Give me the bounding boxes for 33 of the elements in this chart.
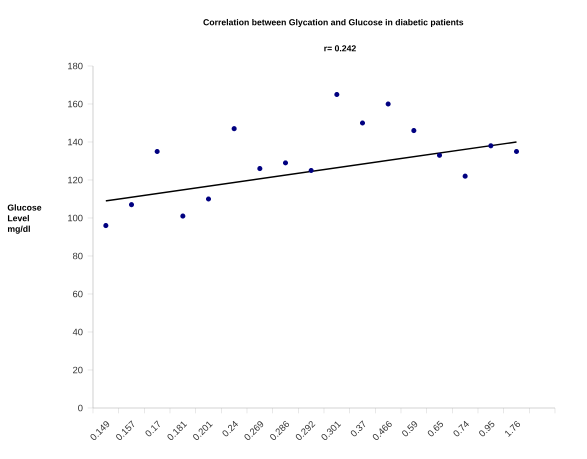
y-tick-label: 80 <box>72 252 83 260</box>
chart-title: Correlation between Glycation and Glucose in diabetic patients <box>203 18 464 28</box>
point <box>386 101 391 107</box>
point <box>206 196 212 202</box>
point <box>128 202 134 208</box>
point <box>154 148 160 154</box>
point <box>436 152 442 158</box>
chart-subtitle: r= 0.242 <box>324 45 356 52</box>
y-tick-label: 100 <box>68 214 83 222</box>
x-tick-label: 0.59 <box>402 421 418 436</box>
point <box>282 160 288 166</box>
point <box>411 128 416 134</box>
y-tick-label: 20 <box>73 366 83 374</box>
x-tick-label: 0.24 <box>222 420 238 436</box>
point <box>257 166 262 172</box>
point <box>180 214 186 219</box>
y-tick-label: 60 <box>73 290 83 298</box>
y-axis-title: Glucose Level mg/dl <box>8 204 42 234</box>
point <box>334 92 340 98</box>
point <box>488 143 494 148</box>
point <box>360 120 366 126</box>
y-tick-label: 180 <box>68 62 83 70</box>
x-tick-label: 0.74 <box>454 420 469 436</box>
y-tick-label: 40 <box>72 328 83 336</box>
point <box>514 148 520 154</box>
point <box>462 174 468 179</box>
y-tick-label: 160 <box>68 100 83 108</box>
point <box>308 168 314 174</box>
y-tick-label: 140 <box>68 138 83 146</box>
y-tick-label: 120 <box>68 176 83 184</box>
point <box>232 126 237 132</box>
point <box>103 223 108 228</box>
y-tick-label: 0 <box>78 404 83 412</box>
